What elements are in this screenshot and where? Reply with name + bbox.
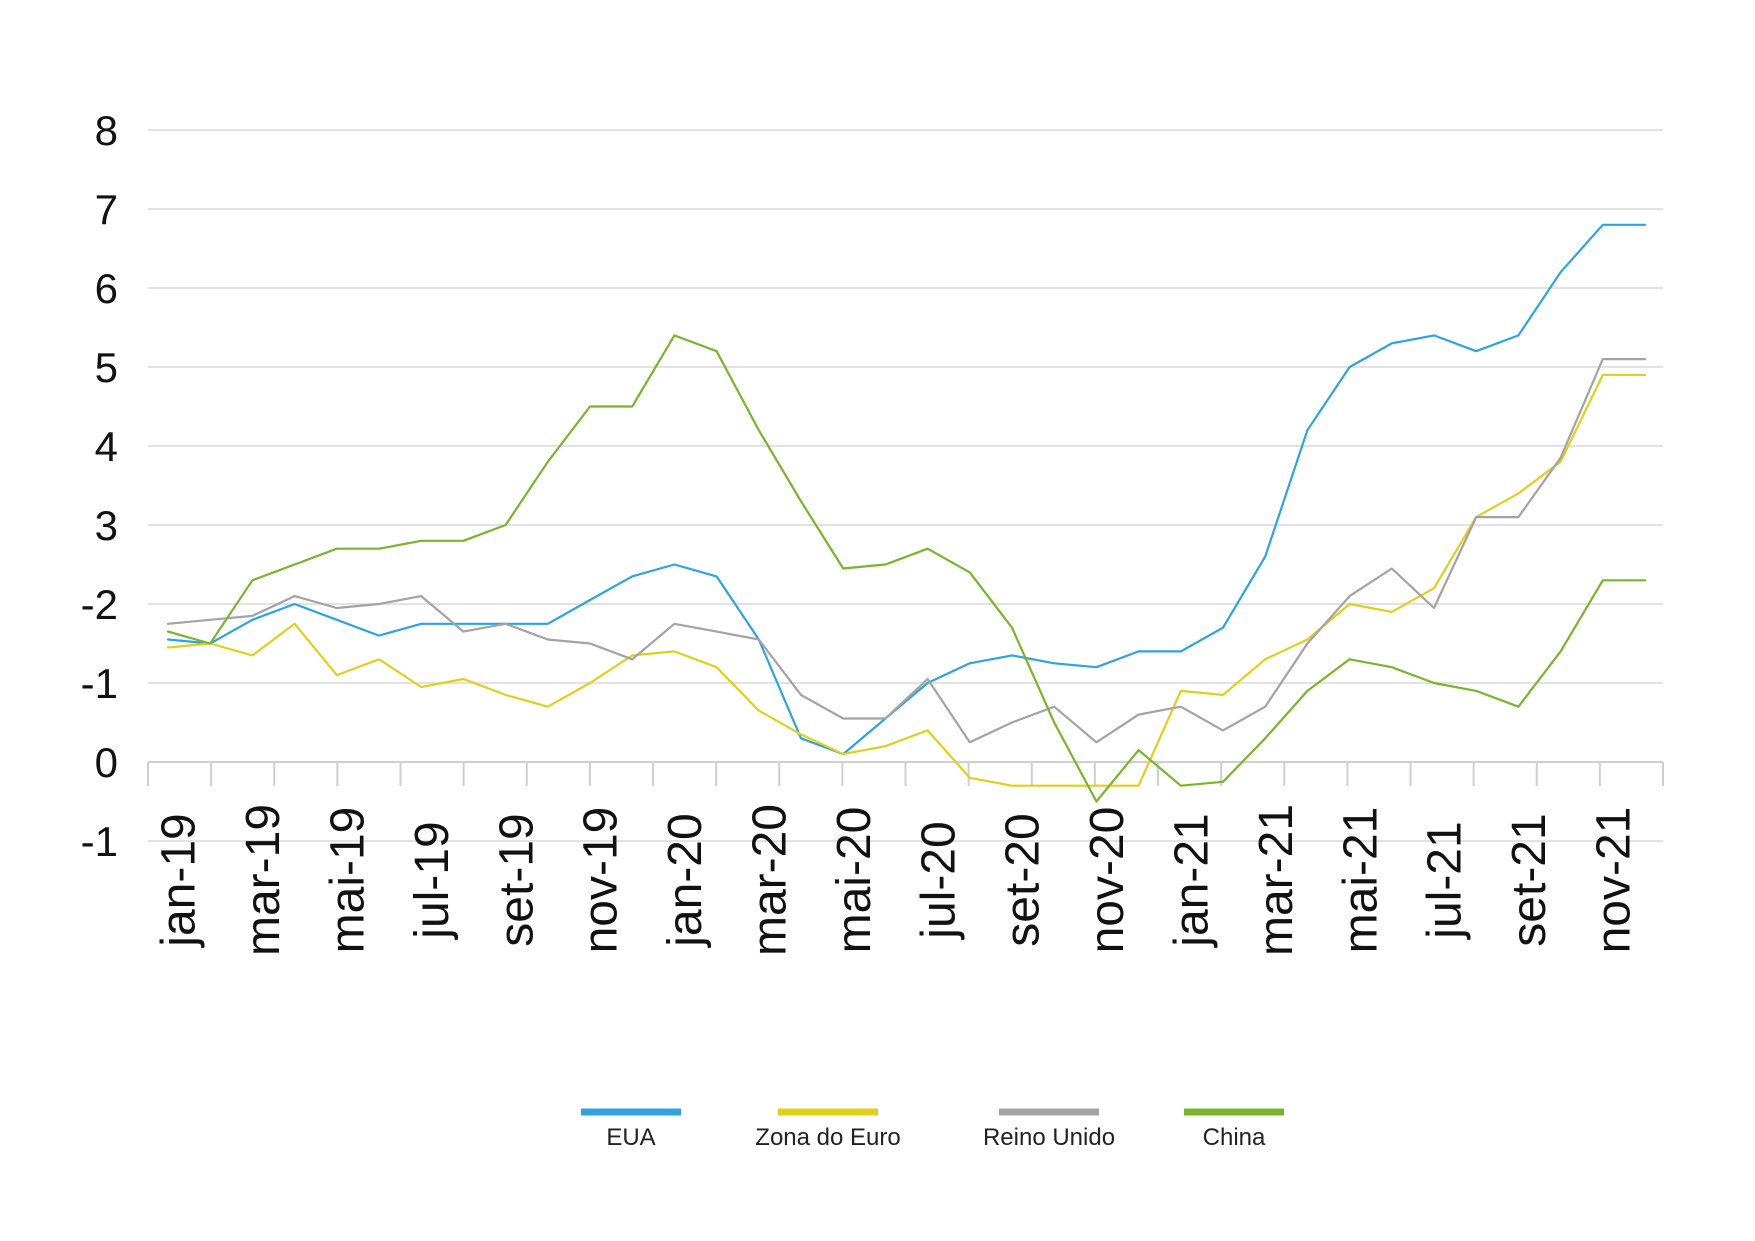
series-lines <box>166 223 1647 803</box>
legend: EUA Zona do Euro Reino Unido China <box>581 1108 1284 1151</box>
x-tick-label: mar-19 <box>237 804 290 956</box>
series-line-eua <box>166 223 1647 756</box>
x-tick-label: set-20 <box>997 813 1050 946</box>
x-tick-label: nov-20 <box>1081 807 1134 954</box>
y-tick-label: 0 <box>95 739 118 786</box>
y-tick-label: 8 <box>95 107 118 154</box>
y-tick-label: -1 <box>81 818 118 865</box>
series-line-zona-do-euro <box>166 373 1647 787</box>
x-tick-label: jul-19 <box>406 821 459 940</box>
legend-label: Zona do Euro <box>755 1124 900 1151</box>
x-tick-label: mar-21 <box>1250 804 1303 956</box>
legend-label: EUA <box>606 1124 655 1151</box>
y-tick-label: 3 <box>95 502 118 549</box>
zero-axis <box>147 761 1664 786</box>
x-tick-label: jul-20 <box>912 821 965 940</box>
x-tick-label: jan-19 <box>153 813 206 948</box>
x-tick-label: mai-19 <box>321 807 374 954</box>
x-tick-label: nov-21 <box>1587 807 1640 954</box>
x-tick-label: jul-21 <box>1419 821 1472 940</box>
y-tick-label: 7 <box>95 186 118 233</box>
y-tick-label: 5 <box>95 344 118 391</box>
x-tick-label: mar-20 <box>743 804 796 956</box>
legend-label: China <box>1203 1124 1266 1151</box>
grid-lines <box>148 129 1663 842</box>
y-axis: 8 7 6 5 4 3 -2 -1 0 -1 <box>81 107 118 865</box>
x-tick-label: mai-21 <box>1334 807 1387 954</box>
x-tick-label: mai-20 <box>828 807 881 954</box>
y-tick-label: 4 <box>95 423 118 470</box>
y-tick-label: -1 <box>81 660 118 707</box>
x-tick-label: jan-20 <box>659 813 712 948</box>
legend-label: Reino Unido <box>983 1124 1115 1151</box>
y-tick-label: 6 <box>95 265 118 312</box>
x-tick-label: set-21 <box>1503 813 1556 946</box>
series-line-china <box>166 334 1647 803</box>
x-axis: jan-19 mar-19 mai-19 jul-19 set-19 nov-19 jan-… <box>153 804 1641 956</box>
x-tick-label: set-19 <box>490 813 543 946</box>
y-tick-label: -2 <box>81 581 118 628</box>
series-line-reino-unido <box>166 358 1647 744</box>
x-tick-label: nov-19 <box>575 807 628 954</box>
x-tick-label: jan-21 <box>1165 813 1218 948</box>
